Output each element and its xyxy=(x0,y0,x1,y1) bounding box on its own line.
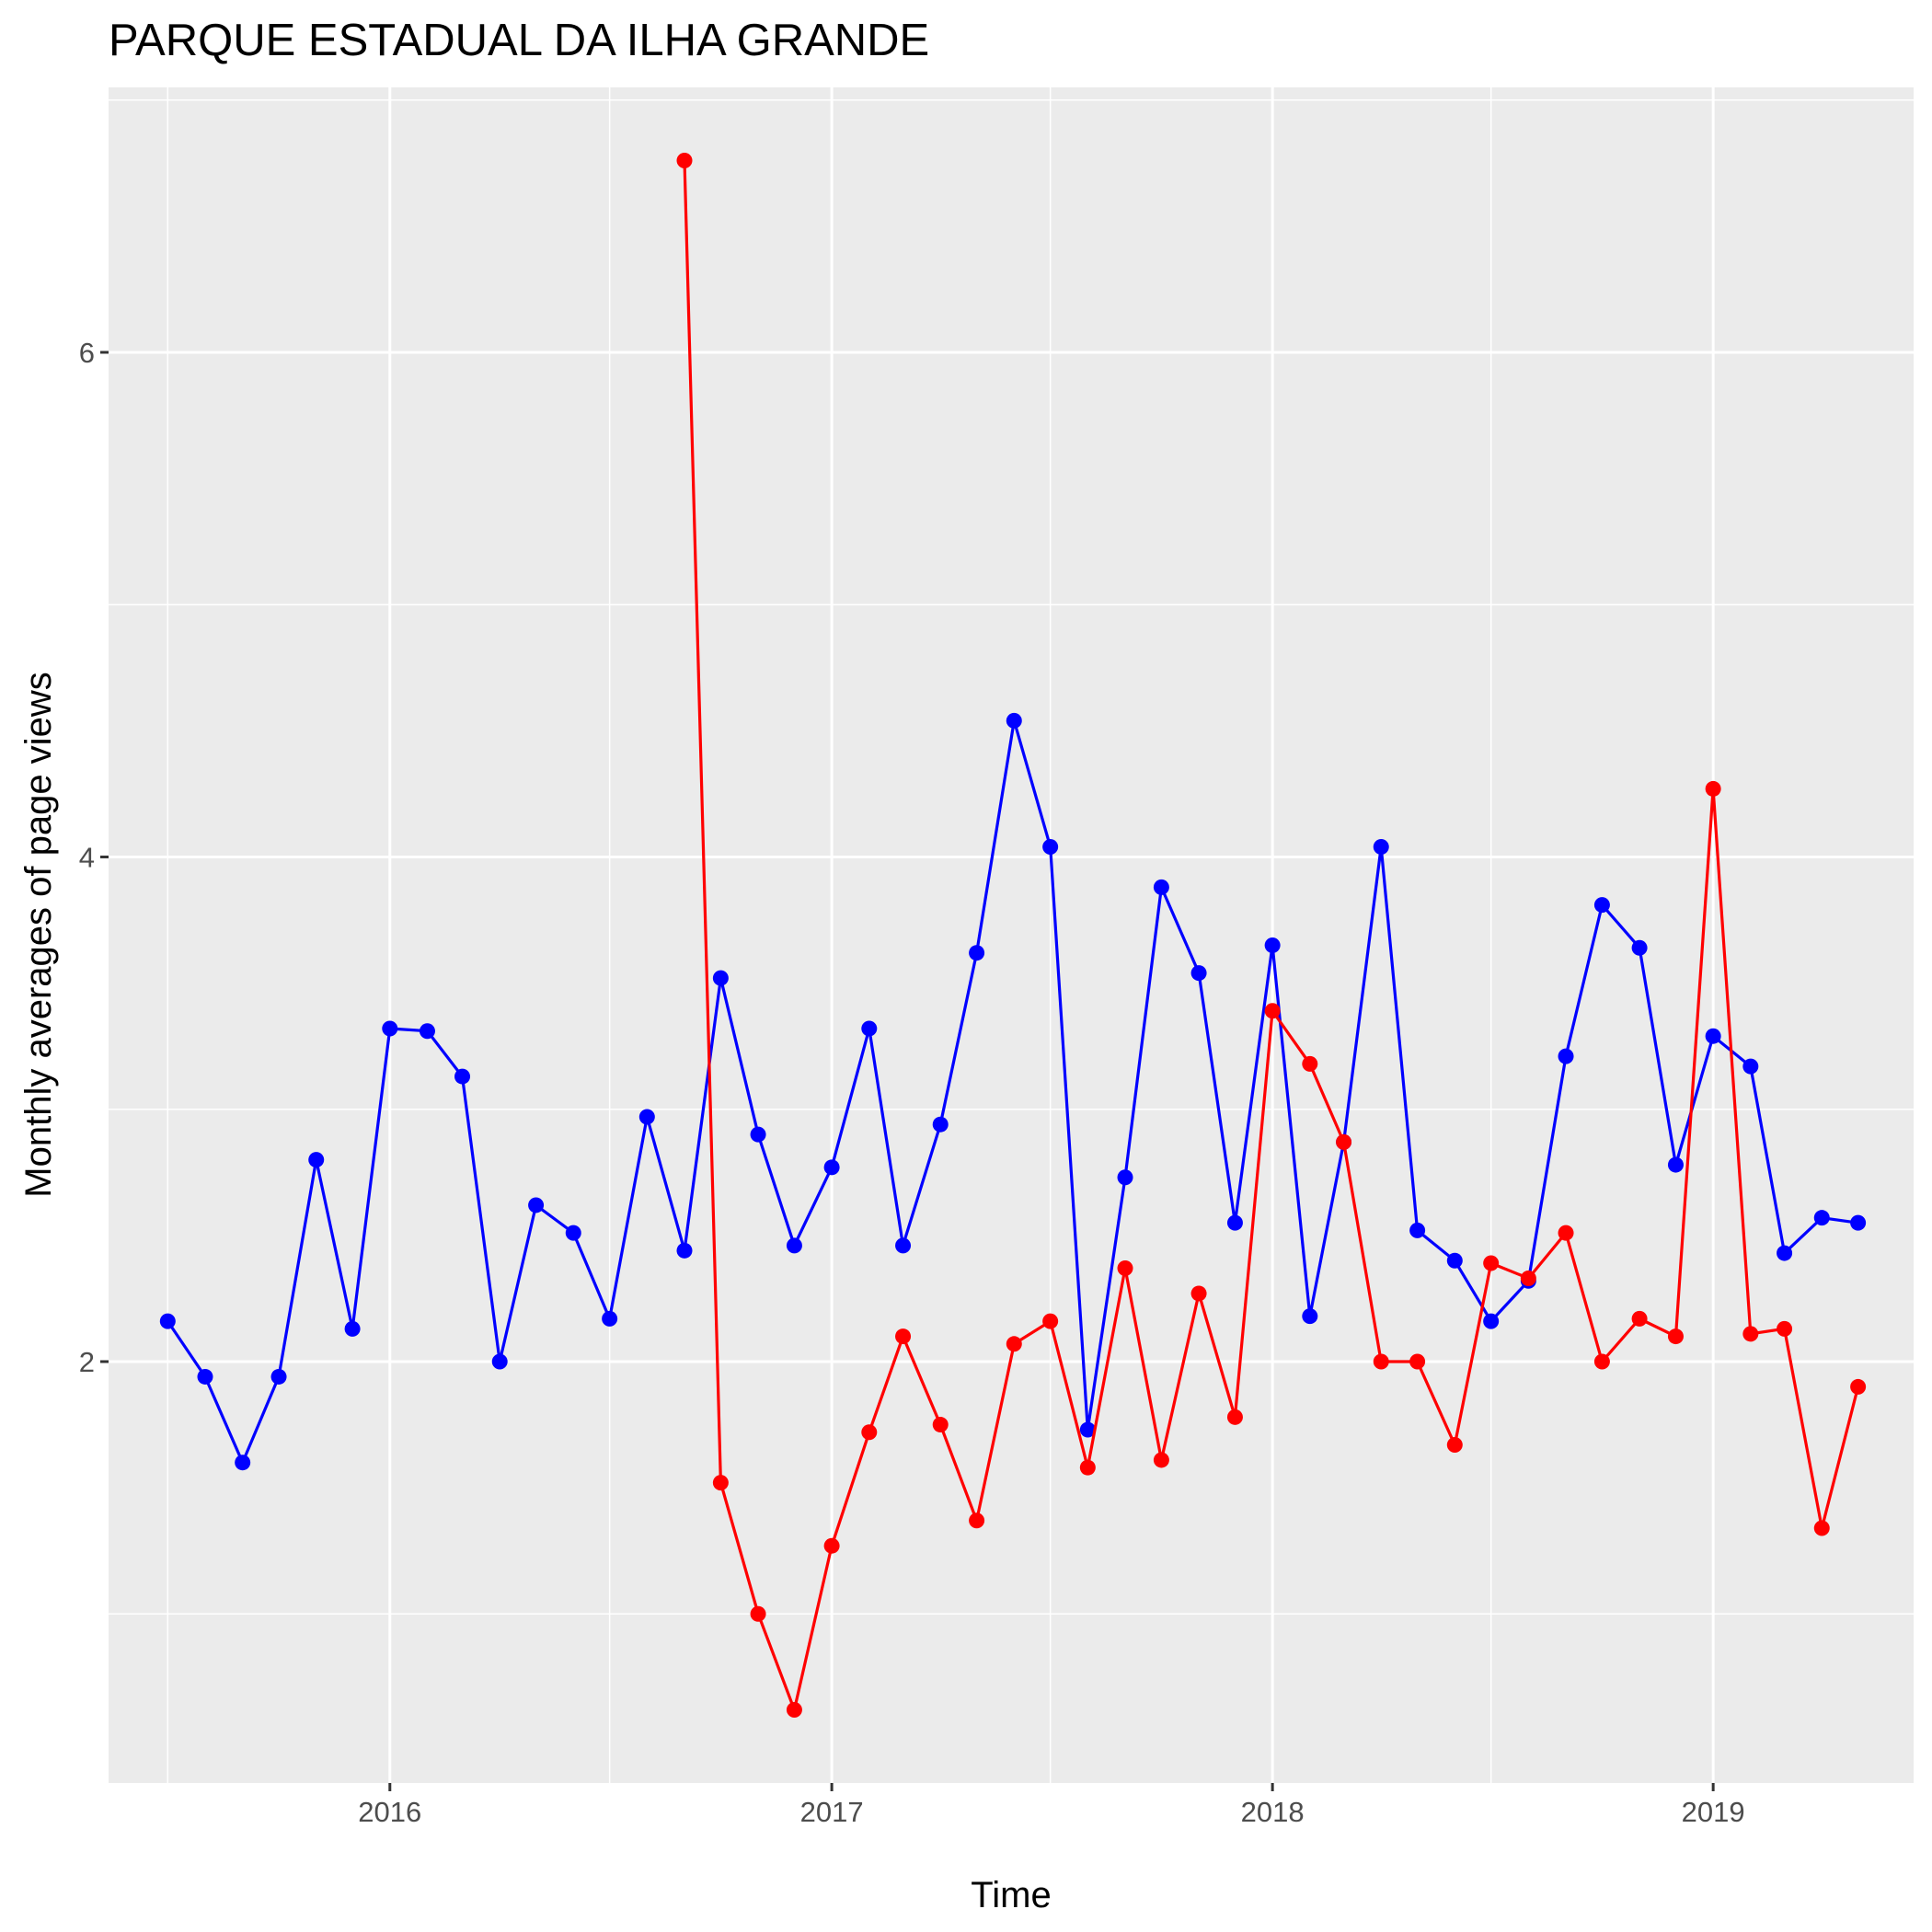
y-tick-label: 6 xyxy=(79,337,95,369)
series-2-point xyxy=(1153,1452,1169,1468)
series-1-point xyxy=(1705,1028,1721,1044)
series-1-point xyxy=(528,1197,545,1213)
series-1-point xyxy=(197,1368,213,1385)
series-1-point xyxy=(1302,1308,1318,1325)
series-1-point xyxy=(895,1237,912,1254)
series-2-point xyxy=(1117,1260,1133,1277)
series-1-point xyxy=(676,1242,693,1259)
series-2-point xyxy=(1520,1270,1536,1286)
series-2-point xyxy=(712,1475,729,1491)
chart-title: PARQUE ESTADUAL DA ILHA GRANDE xyxy=(109,16,929,65)
series-1-point xyxy=(1264,937,1281,953)
series-2-point xyxy=(1813,1520,1830,1536)
series-1-point xyxy=(750,1126,766,1143)
series-1-point xyxy=(932,1116,949,1133)
series-1-point xyxy=(1226,1214,1243,1231)
series-2-point xyxy=(1558,1225,1574,1241)
series-1-point xyxy=(1153,879,1169,895)
series-1-point xyxy=(1777,1245,1793,1261)
series-1-point xyxy=(270,1368,287,1385)
x-axis-title: Time xyxy=(971,1875,1051,1915)
series-2-point xyxy=(1667,1328,1684,1345)
series-1-point xyxy=(1079,1421,1096,1438)
series-2-point xyxy=(1336,1133,1352,1150)
series-1-point xyxy=(1742,1058,1759,1075)
plot-panel xyxy=(109,87,1914,1783)
series-1-point xyxy=(823,1159,840,1176)
x-tick-label: 2016 xyxy=(358,1796,421,1828)
series-1-point xyxy=(712,970,729,986)
series-2-point xyxy=(1042,1313,1059,1329)
series-1-point xyxy=(565,1225,581,1241)
major-gridlines xyxy=(109,87,1914,1783)
x-tick-label: 2018 xyxy=(1241,1796,1305,1828)
series-1-point xyxy=(1117,1169,1133,1186)
series-1-point xyxy=(1190,965,1207,982)
series-1-point xyxy=(454,1068,471,1085)
series-1-point xyxy=(235,1455,251,1471)
series-2-point xyxy=(1742,1326,1759,1342)
minor-gridlines xyxy=(109,87,1914,1783)
series-2-point xyxy=(1264,1003,1281,1019)
series-2-point xyxy=(1226,1409,1243,1425)
series-1-point xyxy=(1813,1210,1830,1226)
series-1-point xyxy=(491,1353,508,1370)
series-1-point xyxy=(1483,1313,1500,1329)
series-1-point xyxy=(419,1023,435,1040)
y-tick-label: 2 xyxy=(79,1346,95,1378)
series-1-point xyxy=(1593,897,1610,914)
series-1-point xyxy=(602,1310,618,1327)
series-2-point xyxy=(750,1605,766,1622)
series-1-point xyxy=(344,1320,361,1337)
series-2-point xyxy=(1483,1255,1500,1271)
series-1-point xyxy=(1409,1222,1426,1238)
series-layer xyxy=(159,153,1867,1718)
series-2-point xyxy=(1446,1436,1463,1453)
series-2-point xyxy=(1373,1353,1389,1370)
series-2-point xyxy=(1006,1336,1022,1352)
series-2-point xyxy=(1409,1353,1426,1370)
y-axis-title: Monthly averages of page views xyxy=(18,672,59,1197)
series-1-point xyxy=(1446,1252,1463,1269)
series-1-point xyxy=(1006,712,1022,729)
series-2-point xyxy=(1302,1055,1318,1072)
series-1-point xyxy=(1373,839,1389,856)
series-2-point xyxy=(895,1328,912,1345)
series-2-point xyxy=(676,153,693,169)
series-2-point xyxy=(1079,1459,1096,1476)
series-2-point xyxy=(1190,1285,1207,1302)
series-1-point xyxy=(1558,1048,1574,1064)
x-tick-label: 2017 xyxy=(800,1796,864,1828)
series-2-point xyxy=(861,1424,878,1441)
series-1-point xyxy=(159,1313,176,1329)
y-tick-label: 4 xyxy=(79,841,95,873)
series-2-point xyxy=(1593,1353,1610,1370)
series-2-point xyxy=(1631,1310,1648,1327)
series-2-point xyxy=(1777,1320,1793,1337)
series-1-point xyxy=(1850,1214,1867,1231)
series-1-point xyxy=(382,1020,398,1037)
series-2-point xyxy=(1850,1378,1867,1395)
x-tick-label: 2019 xyxy=(1682,1796,1745,1828)
series-2-point xyxy=(969,1512,985,1529)
series-1-point xyxy=(1042,839,1059,856)
series-1-point xyxy=(638,1109,655,1125)
series-2-point xyxy=(786,1701,802,1718)
series-1-point xyxy=(1667,1156,1684,1173)
tick-labels: 2016 2017 2018 2019 2 4 6 xyxy=(79,337,1745,1828)
series-1-point xyxy=(308,1152,325,1168)
series-1-point xyxy=(786,1237,802,1254)
series-2-point xyxy=(1705,780,1721,797)
axis-ticks xyxy=(100,351,1715,1791)
series-1-point xyxy=(969,945,985,961)
series-1-point xyxy=(1631,939,1648,956)
series-2-point xyxy=(932,1417,949,1433)
series-1-point xyxy=(861,1020,878,1037)
series-2-point xyxy=(823,1537,840,1554)
